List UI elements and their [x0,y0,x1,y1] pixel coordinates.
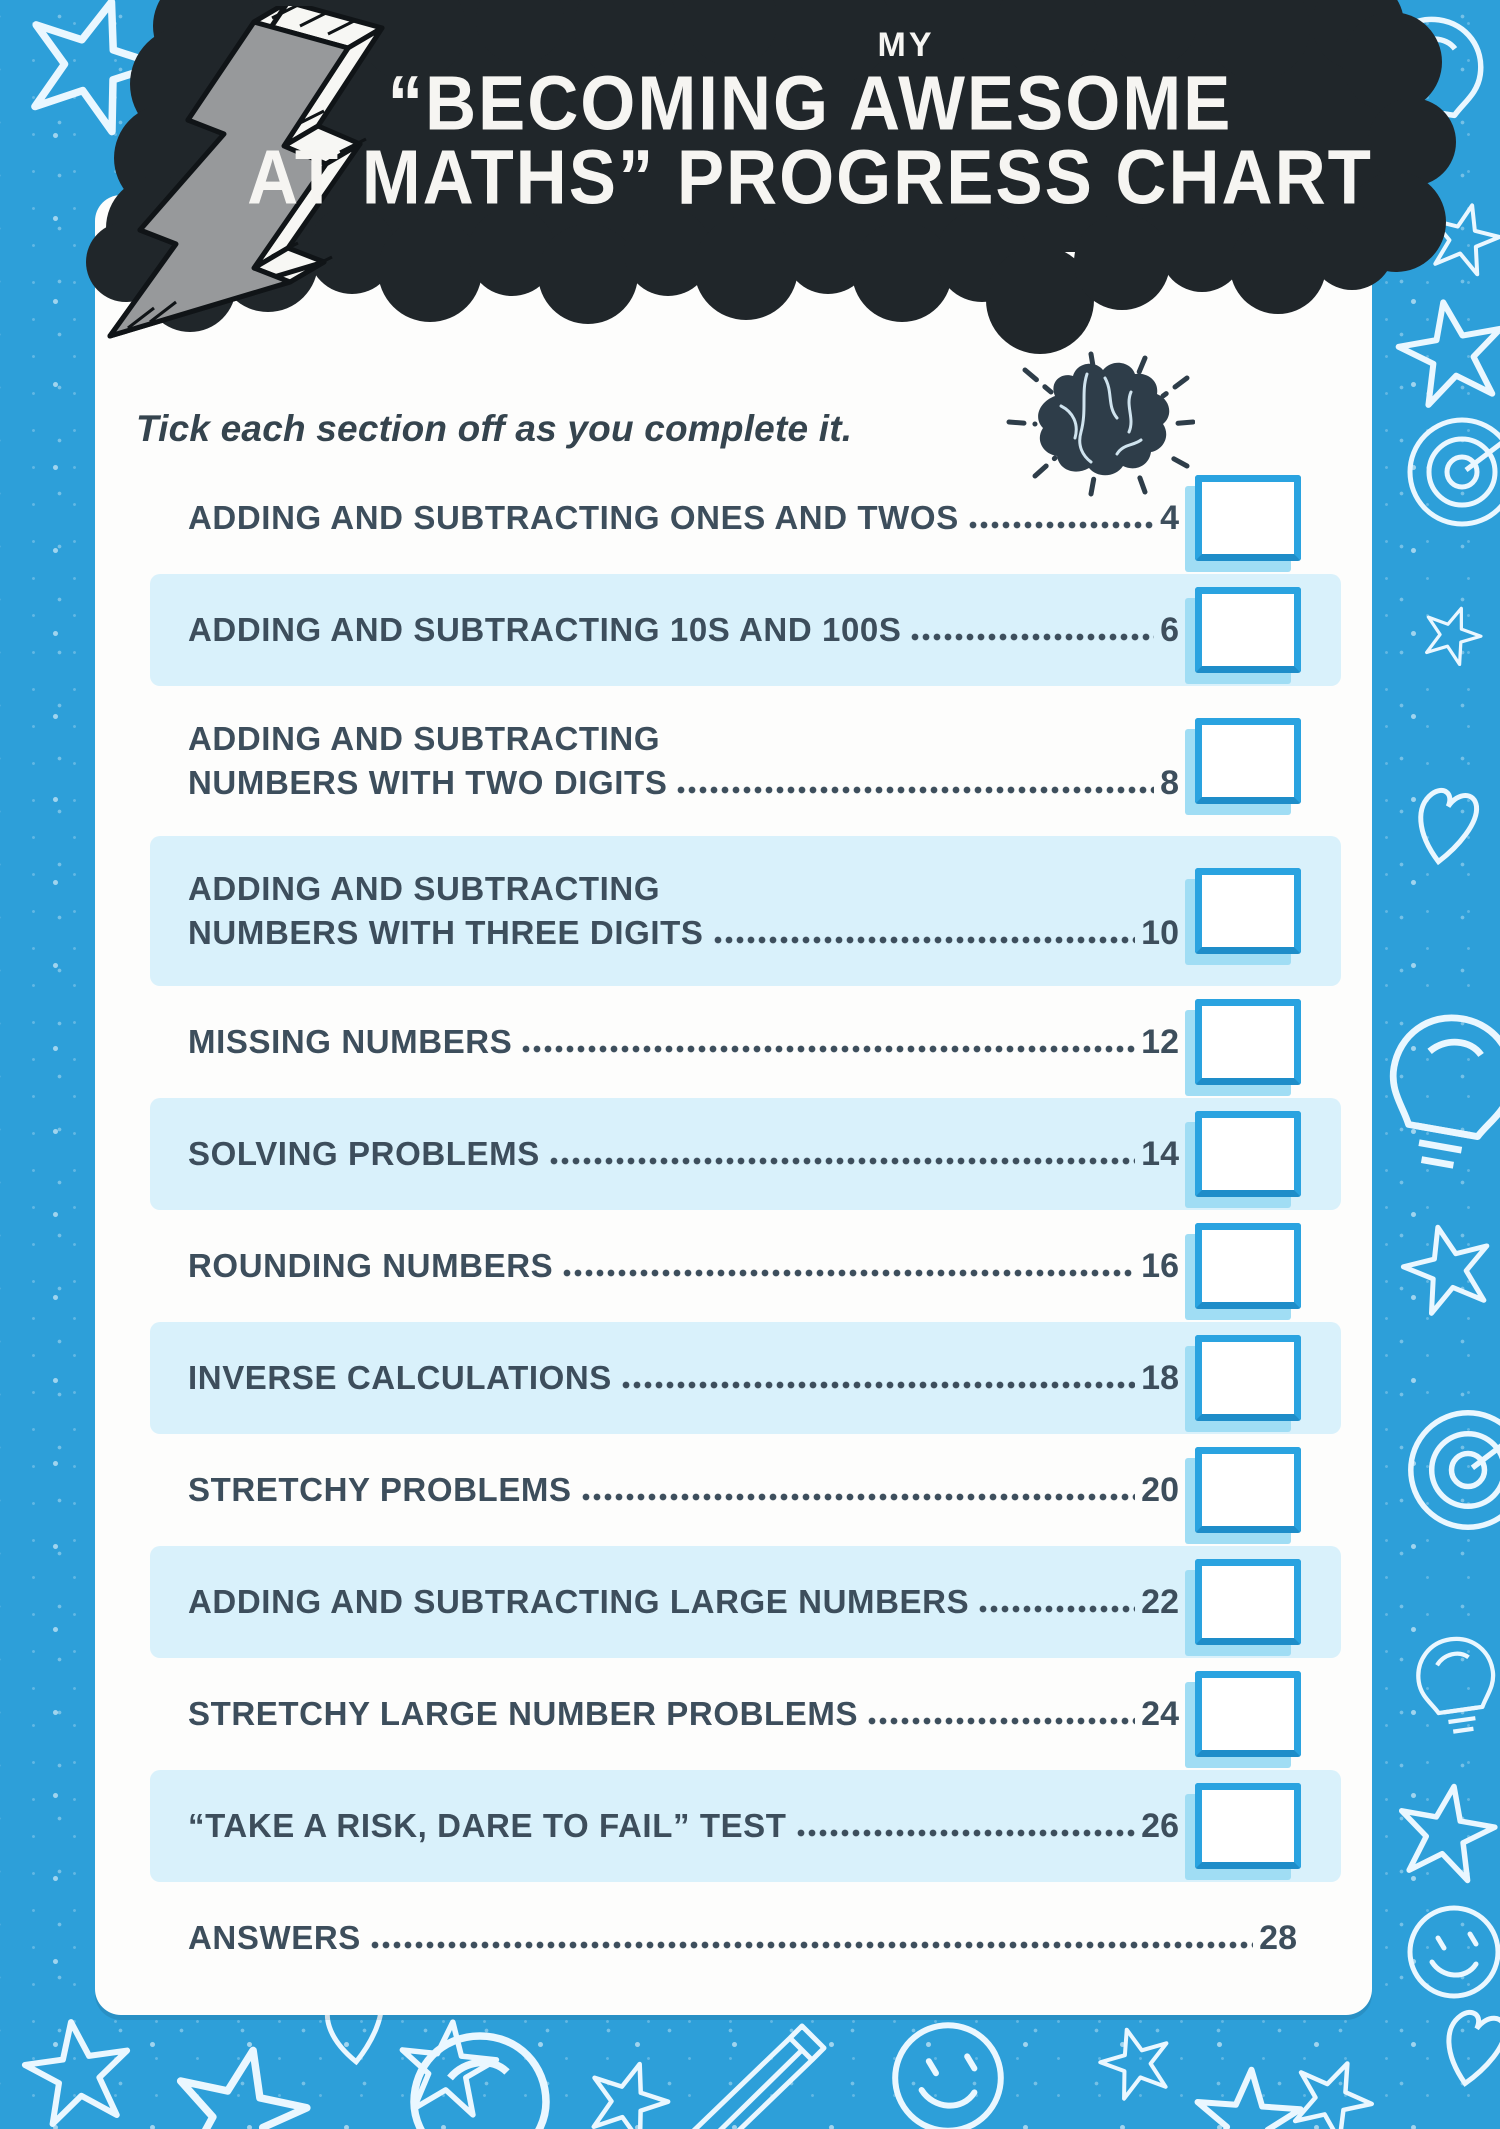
toc-item-label: NUMBERS WITH THREE DIGITS [188,914,704,951]
toc-item-page: 12 [1141,1023,1179,1061]
toc-item-label: ADDING AND SUBTRACTING ONES AND TWOS [188,499,959,536]
page-title-line2: AT MATHS” PROGRESS CHART [247,134,1373,221]
progress-checkbox[interactable] [1195,1223,1301,1309]
toc-item-page: 20 [1141,1471,1179,1509]
progress-checkbox[interactable] [1195,718,1301,804]
toc-row: ROUNDING NUMBERS 16 [150,1210,1341,1322]
progress-checkbox[interactable] [1195,1559,1301,1645]
dot-leader [370,1940,1254,1950]
progress-checkbox[interactable] [1195,475,1301,561]
dot-leader [563,1268,1136,1278]
dot-leader [621,1380,1136,1390]
toc-item-label: NUMBERS WITH TWO DIGITS [188,764,668,801]
progress-checkbox[interactable] [1195,1783,1301,1869]
progress-checkbox[interactable] [1195,1447,1301,1533]
dot-leader [549,1156,1136,1166]
toc-item-page: 4 [1160,499,1179,537]
progress-checkbox[interactable] [1195,1335,1301,1421]
toc-item-topline: ADDING AND SUBTRACTING [188,720,661,757]
toc-row: INVERSE CALCULATIONS 18 [150,1322,1341,1434]
toc-item-topline: ADDING AND SUBTRACTING [188,870,661,907]
toc-item-page: 24 [1141,1695,1179,1733]
toc-item-page: 14 [1141,1135,1179,1173]
toc-row: ADDING AND SUBTRACTING NUMBERS WITH THRE… [150,836,1341,986]
progress-checkbox[interactable] [1195,868,1301,954]
page-title-block: MY “BECOMING AWESOME AT MATHS” PROGRESS … [215,26,1405,221]
dot-leader [796,1828,1136,1838]
toc-row: ADDING AND SUBTRACTING NUMBERS WITH TWO … [150,686,1341,836]
dot-leader [522,1044,1136,1054]
title-eyebrow: MY [877,26,935,64]
toc-item-page: 6 [1160,611,1179,649]
contents-list: ADDING AND SUBTRACTING ONES AND TWOS 4 AD… [95,462,1372,1994]
toc-row: STRETCHY PROBLEMS 20 [150,1434,1341,1546]
toc-item-page: 28 [1259,1919,1297,1957]
toc-item-label: “TAKE A RISK, DARE TO FAIL” TEST [188,1807,787,1844]
toc-item-label: ROUNDING NUMBERS [188,1247,554,1284]
toc-item-page: 26 [1141,1807,1179,1845]
toc-item-page: 10 [1141,914,1179,952]
toc-row: ADDING AND SUBTRACTING ONES AND TWOS 4 [150,462,1341,574]
toc-item-label: INVERSE CALCULATIONS [188,1359,612,1396]
progress-checkbox[interactable] [1195,1111,1301,1197]
toc-row: MISSING NUMBERS 12 [150,986,1341,1098]
toc-item-label: ANSWERS [188,1919,361,1956]
dot-leader [979,1604,1136,1614]
toc-item-page: 22 [1141,1583,1179,1621]
toc-item-label: ADDING AND SUBTRACTING LARGE NUMBERS [188,1583,970,1620]
toc-row: ADDING AND SUBTRACTING 10S AND 100S 6 [150,574,1341,686]
toc-row: SOLVING PROBLEMS 14 [150,1098,1341,1210]
toc-item-label: STRETCHY PROBLEMS [188,1471,572,1508]
progress-checkbox[interactable] [1195,1671,1301,1757]
toc-row: “TAKE A RISK, DARE TO FAIL” TEST 26 [150,1770,1341,1882]
page-title-line1: “BECOMING AWESOME [387,60,1233,147]
progress-checkbox[interactable] [1195,587,1301,673]
toc-item-label: ADDING AND SUBTRACTING 10S AND 100S [188,611,902,648]
dot-leader [868,1716,1136,1726]
dot-leader [968,520,1155,530]
toc-item-label: MISSING NUMBERS [188,1023,513,1060]
toc-row: ADDING AND SUBTRACTING LARGE NUMBERS 22 [150,1546,1341,1658]
toc-row: STRETCHY LARGE NUMBER PROBLEMS 24 [150,1658,1341,1770]
toc-item-page: 18 [1141,1359,1179,1397]
dot-leader [677,785,1155,795]
dot-leader [911,632,1155,642]
toc-item-page: 8 [1160,764,1179,802]
progress-checkbox[interactable] [1195,999,1301,1085]
toc-item-label: STRETCHY LARGE NUMBER PROBLEMS [188,1695,859,1732]
toc-item-page: 16 [1141,1247,1179,1285]
dot-leader [713,935,1136,945]
instruction-text: Tick each section off as you complete it… [136,408,853,449]
toc-row: ANSWERS 28 [150,1882,1341,1994]
dot-leader [581,1492,1136,1502]
toc-item-label: SOLVING PROBLEMS [188,1135,540,1172]
